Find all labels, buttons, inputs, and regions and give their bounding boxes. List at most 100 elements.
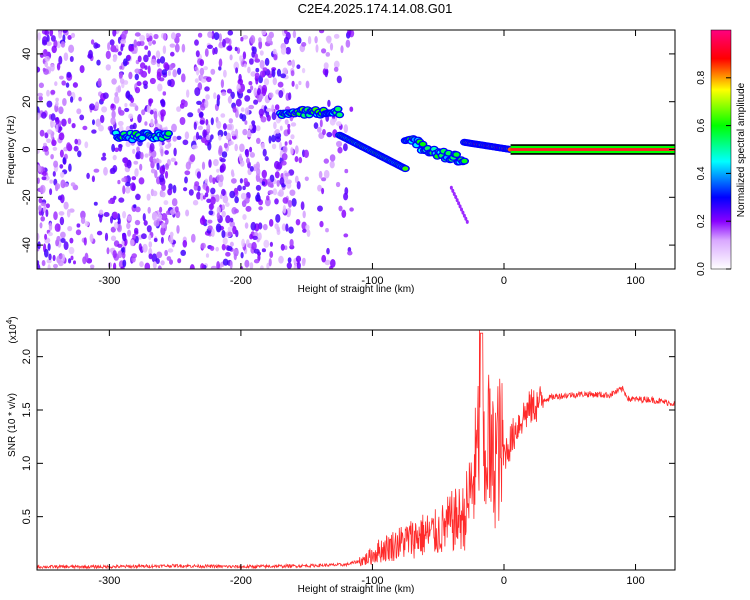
noise-blob [208,174,213,183]
noise-blob [244,120,248,125]
noise-blob [337,146,343,154]
noise-blob [278,90,284,98]
noise-blob [280,243,285,251]
noise-blob [38,165,42,173]
noise-blob [234,208,239,214]
noise-blob [239,55,243,62]
noise-blob [147,206,151,214]
noise-blob [321,48,327,54]
noise-blob [44,61,48,68]
noise-blob [271,112,277,121]
noise-blob [210,68,216,75]
colorbar-tick-label: 0.0 [696,262,707,276]
noise-blob [294,175,299,184]
noise-blob [149,142,155,152]
noise-blob [318,170,323,179]
noise-blob [218,66,222,71]
noise-blob [47,243,51,251]
noise-blob [347,30,352,36]
noise-blob [134,73,139,81]
noise-blob [244,107,250,116]
noise-blob [227,226,234,232]
noise-blob [263,239,270,248]
noise-blob [232,225,237,235]
noise-blob [199,120,205,125]
noise-blob [62,30,68,33]
noise-blob [117,250,123,259]
noise-blob [171,123,177,133]
noise-blob [301,67,306,74]
chart-title: C2E4.2025.174.14.08.G01 [297,1,453,16]
noise-blob [274,171,280,179]
noise-blob [49,30,54,37]
noise-blob [268,135,272,144]
noise-blob [117,179,121,185]
noise-blob [183,187,188,192]
noise-blob [127,215,132,221]
tail-blob [454,195,458,200]
noise-blob [119,78,125,84]
noise-blob [200,74,204,80]
noise-blob [273,121,277,130]
noise-blob [163,200,169,206]
noise-blob [159,173,165,183]
noise-blob [225,132,231,141]
noise-blob [240,107,245,112]
noise-blob [194,66,199,71]
noise-blob [286,207,292,214]
noise-blob [146,105,151,113]
noise-blob [79,114,85,121]
noise-blob [268,92,274,99]
noise-blob [161,213,168,221]
x-tick-label: -300 [98,575,120,587]
noise-blob [49,179,53,184]
noise-blob [330,259,336,268]
noise-blob [272,188,278,196]
noise-blob [284,119,289,125]
noise-blob [156,58,161,64]
noise-blob [322,129,326,136]
noise-blob [223,130,228,136]
noise-blob [284,172,291,177]
y-tick-label: 1.0 [21,456,33,471]
noise-blob [39,129,45,137]
noise-blob [231,172,235,178]
noise-blob [50,63,55,72]
noise-blob [37,112,41,121]
noise-blob [296,36,302,45]
noise-blob [269,219,274,227]
noise-blob [294,156,299,163]
noise-blob [37,148,40,154]
noise-blob [261,181,266,186]
noise-blob [63,241,69,251]
noise-blob [86,172,90,179]
colorbar-axes: 0.0 0.2 0.4 0.6 0.8 Normalized spectral ampli… [696,29,747,276]
noise-blob [260,265,264,269]
noise-blob [37,263,41,269]
noise-blob [176,135,182,140]
noise-blob [237,185,242,192]
noise-blob [146,193,151,201]
tail-blob [457,201,461,206]
noise-blob [157,265,162,269]
noise-blob [112,250,117,259]
noise-blob [110,235,117,242]
noise-blob [121,239,125,247]
noise-blob [234,196,239,204]
noise-blob [210,117,214,126]
noise-blob [101,106,108,113]
noise-blob [167,64,174,71]
noise-blob [102,152,106,157]
noise-blob [266,262,270,269]
noise-blob [146,225,152,233]
noise-blob [239,160,245,167]
noise-blob [151,253,158,263]
noise-blob [265,108,272,112]
noise-blob [91,129,97,134]
noise-blob [140,62,146,69]
noise-blob [262,148,267,157]
noise-blob [126,54,131,60]
noise-blob [52,254,56,262]
noise-blob [300,201,305,211]
noise-blob [68,258,72,264]
